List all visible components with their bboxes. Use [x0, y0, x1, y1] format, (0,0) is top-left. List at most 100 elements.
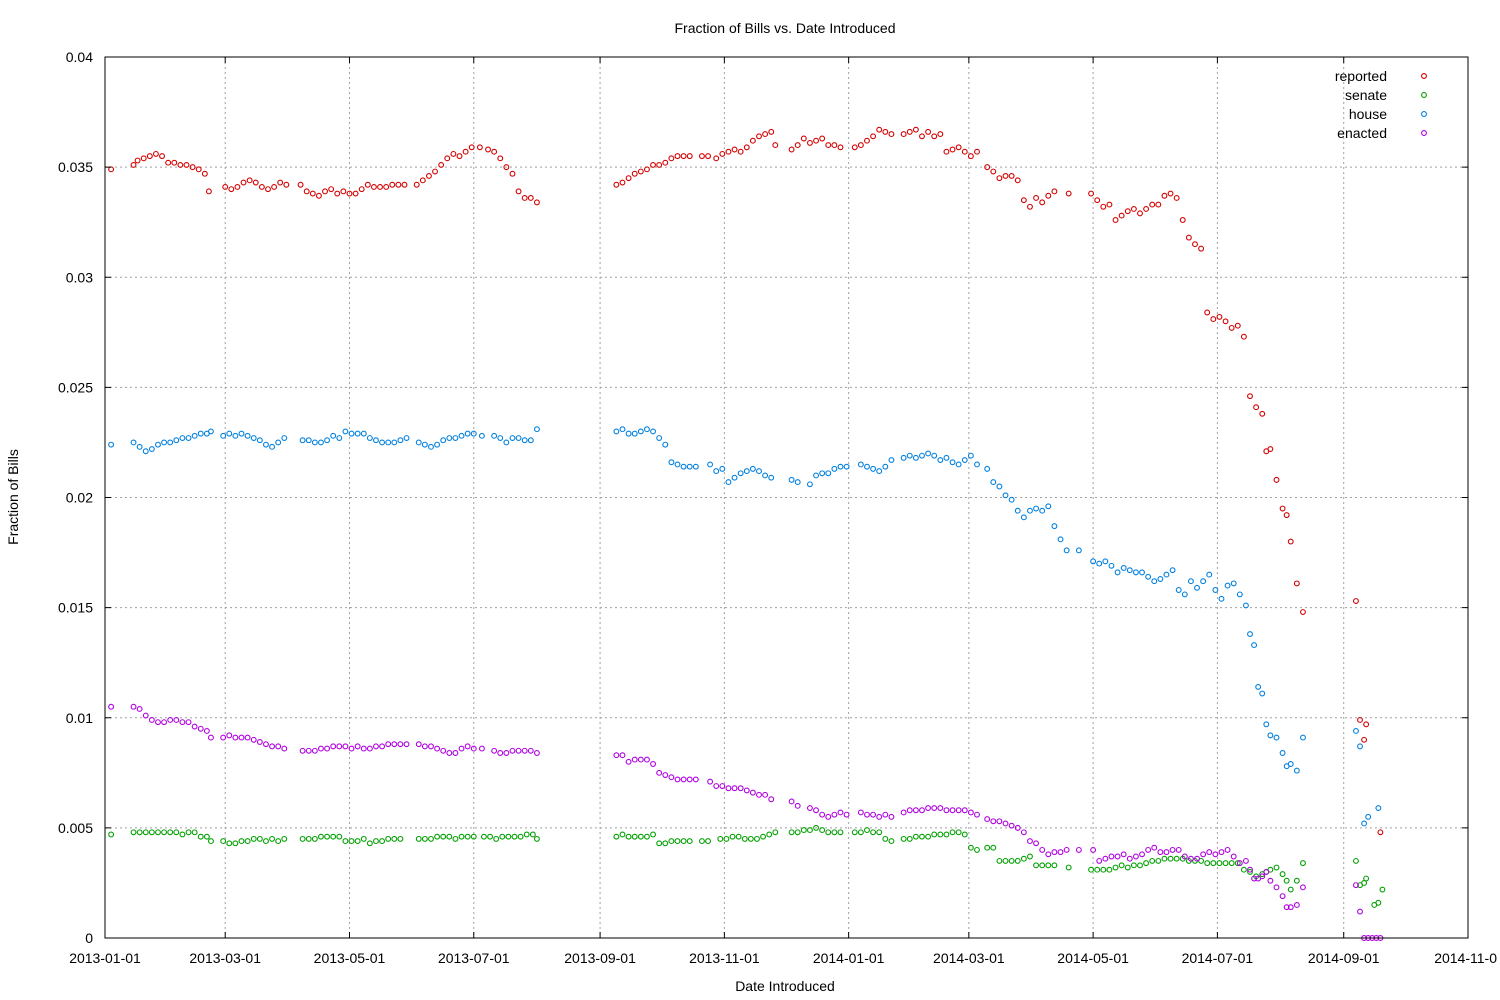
- data-point: [173, 717, 180, 723]
- data-point: [462, 148, 469, 155]
- data-point: [1206, 849, 1213, 856]
- data-point: [888, 457, 895, 464]
- legend-marker-enacted: [1421, 130, 1427, 136]
- data-point: [643, 833, 650, 840]
- data-point: [1027, 203, 1033, 210]
- data-point: [318, 833, 324, 840]
- data-point: [912, 126, 919, 133]
- data-point: [1045, 851, 1052, 858]
- data-point: [1375, 805, 1382, 812]
- data-point: [352, 190, 359, 197]
- data-point: [491, 747, 498, 754]
- data-point: [515, 747, 522, 754]
- data-point: [837, 809, 844, 816]
- data-point: [499, 833, 506, 840]
- legend-marker-senate: [1421, 92, 1427, 98]
- data-point: [813, 472, 819, 479]
- data-point: [686, 463, 693, 470]
- data-point: [1173, 855, 1180, 862]
- data-point: [912, 454, 919, 461]
- data-point: [1027, 507, 1033, 514]
- data-point: [222, 183, 229, 190]
- data-point: [1206, 571, 1213, 578]
- data-point: [191, 723, 198, 730]
- data-point: [613, 752, 620, 759]
- data-point: [1002, 857, 1009, 864]
- data-point: [637, 756, 644, 763]
- x-tick-label: 2013-05-01: [314, 950, 386, 966]
- data-point: [228, 186, 235, 193]
- data-point: [232, 734, 239, 741]
- data-point: [283, 181, 290, 188]
- x-tick-label: 2013-09-01: [564, 950, 636, 966]
- data-point: [232, 432, 239, 439]
- data-point: [342, 838, 349, 845]
- data-point: [354, 430, 361, 437]
- data-point: [674, 776, 681, 783]
- data-point: [674, 838, 681, 845]
- data-point: [277, 179, 284, 186]
- data-point: [401, 181, 408, 188]
- data-point: [509, 435, 516, 441]
- data-point: [729, 833, 736, 840]
- data-point: [1108, 853, 1115, 860]
- data-point: [1149, 201, 1156, 208]
- data-point: [766, 831, 773, 838]
- data-point: [203, 728, 210, 734]
- data-point: [1212, 851, 1219, 858]
- legend-marker-house: [1421, 111, 1427, 117]
- data-point: [497, 155, 504, 162]
- data-point: [179, 435, 186, 441]
- data-point: [737, 470, 744, 477]
- series-house: [108, 426, 1382, 827]
- y-tick-label: 0: [85, 930, 93, 946]
- data-point: [173, 829, 180, 836]
- data-point: [130, 829, 137, 836]
- data-point: [1259, 873, 1266, 880]
- data-point: [1251, 875, 1258, 882]
- data-point: [1008, 172, 1015, 179]
- data-point: [179, 831, 186, 838]
- data-point: [1033, 505, 1040, 512]
- data-point: [1273, 476, 1280, 483]
- y-tick-label: 0.03: [66, 269, 93, 285]
- data-point: [925, 128, 932, 135]
- data-point: [136, 705, 143, 712]
- data-point: [731, 474, 738, 481]
- data-point: [656, 435, 663, 441]
- data-point: [275, 743, 282, 750]
- data-point: [870, 811, 877, 818]
- data-point: [955, 829, 962, 836]
- data-point: [864, 827, 870, 834]
- data-point: [1027, 853, 1033, 860]
- data-point: [1155, 857, 1162, 864]
- data-point: [870, 465, 877, 472]
- data-point: [1263, 868, 1270, 875]
- data-point: [1365, 813, 1372, 820]
- data-point: [434, 833, 441, 840]
- data-point: [191, 829, 198, 836]
- data-point: [354, 743, 361, 750]
- grid: [105, 57, 1468, 938]
- data-point: [108, 831, 115, 838]
- data-point: [397, 741, 404, 748]
- data-point: [1204, 860, 1211, 867]
- data-point: [900, 131, 907, 138]
- data-point: [974, 461, 980, 468]
- data-point: [379, 838, 386, 845]
- y-tick-label: 0.01: [66, 710, 93, 726]
- data-point: [1263, 721, 1270, 728]
- data-point: [749, 465, 756, 472]
- data-point: [955, 461, 962, 468]
- y-axis-title: Fraction of Bills: [5, 449, 21, 545]
- data-point: [1357, 908, 1363, 915]
- data-point: [250, 835, 257, 842]
- data-point: [336, 435, 343, 441]
- data-point: [330, 743, 337, 750]
- data-point: [719, 150, 726, 157]
- data-point: [1090, 846, 1097, 853]
- data-point: [1045, 862, 1052, 869]
- x-tick-label: 2014-09-01: [1308, 950, 1380, 966]
- data-point: [1143, 206, 1150, 212]
- data-point: [478, 745, 485, 752]
